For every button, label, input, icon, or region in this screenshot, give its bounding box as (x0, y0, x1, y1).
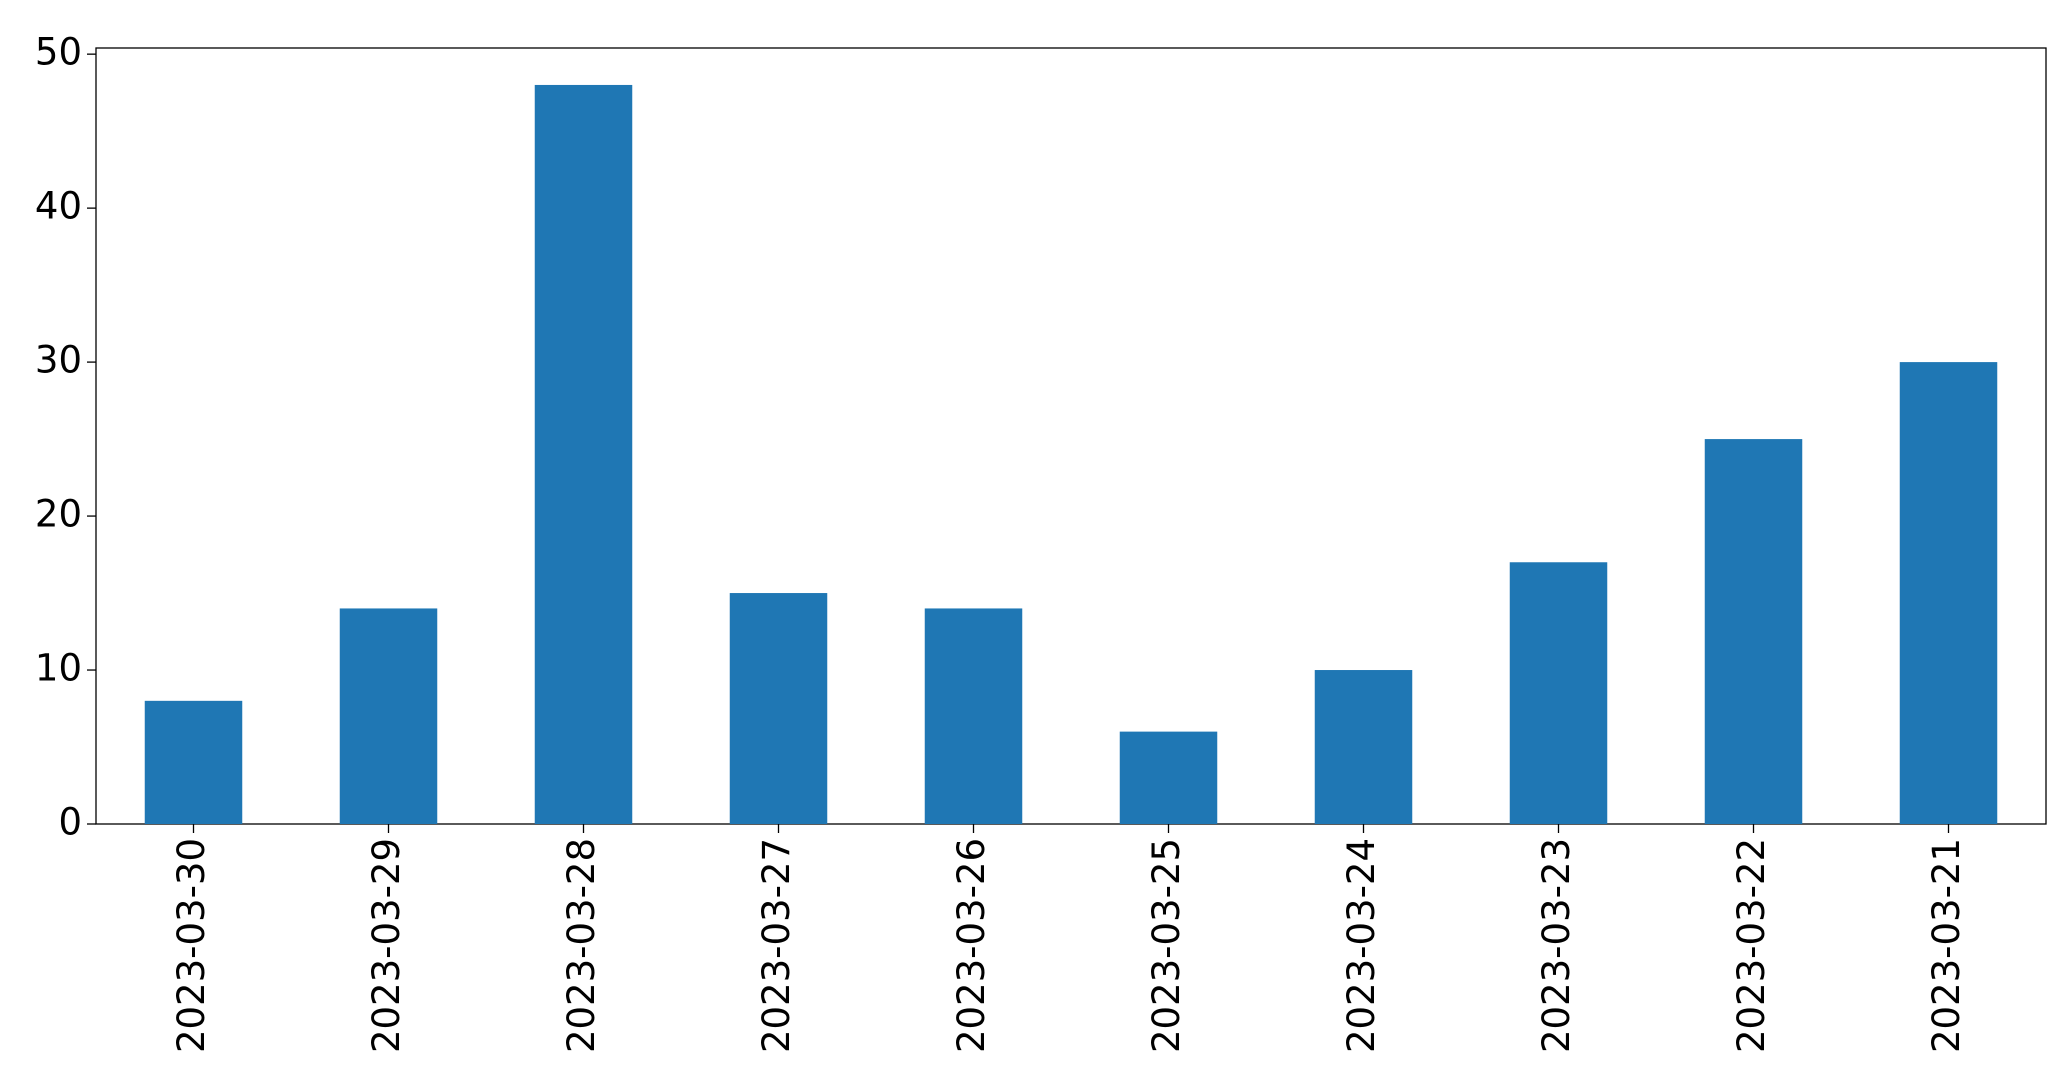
y-tick-label: 40 (35, 185, 82, 228)
y-tick-label: 10 (35, 647, 82, 690)
x-tick-label: 2023-03-29 (365, 838, 408, 1053)
bar (339, 608, 438, 824)
bar (1899, 362, 1998, 824)
bar (1119, 731, 1218, 824)
x-tick-label: 2023-03-26 (950, 838, 993, 1053)
x-tick-label: 2023-03-24 (1340, 838, 1383, 1053)
x-tick-label: 2023-03-30 (170, 838, 213, 1053)
x-tick-label: 2023-03-28 (560, 838, 603, 1053)
bar (534, 84, 633, 824)
x-tick-label: 2023-03-22 (1730, 838, 1773, 1053)
y-tick-label: 50 (35, 31, 82, 74)
bar (1704, 439, 1803, 824)
bar (924, 608, 1023, 824)
bar (144, 700, 243, 824)
x-tick-label: 2023-03-25 (1145, 838, 1188, 1053)
bar (729, 593, 828, 824)
x-tick-label: 2023-03-23 (1535, 838, 1578, 1053)
plot-frame (95, 47, 2047, 825)
y-tick-label: 20 (35, 493, 82, 536)
y-tick-label: 0 (58, 801, 82, 844)
bar (1314, 670, 1413, 824)
x-tick-label: 2023-03-21 (1925, 838, 1968, 1053)
bar (1509, 562, 1608, 824)
y-tick-label: 30 (35, 339, 82, 382)
x-tick-label: 2023-03-27 (755, 838, 798, 1053)
